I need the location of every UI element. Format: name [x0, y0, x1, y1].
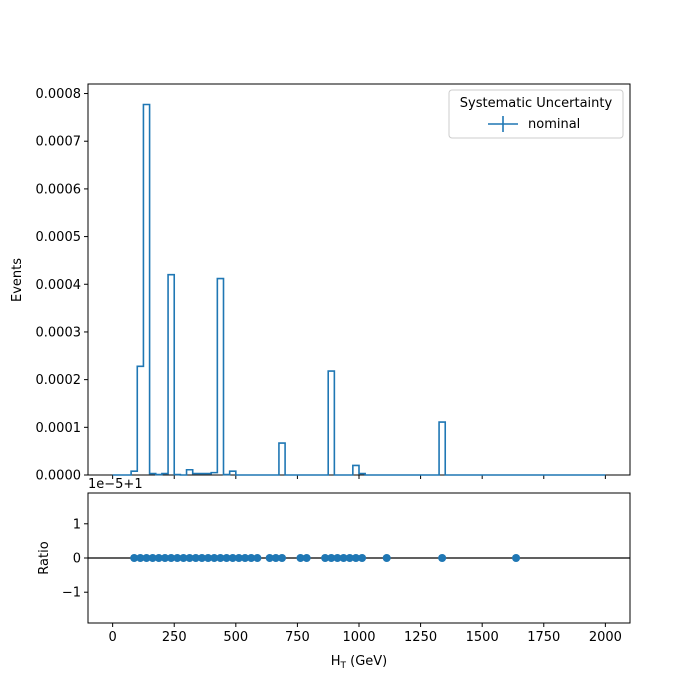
ratio-point	[333, 554, 342, 562]
histogram-step-line	[112, 103, 606, 476]
ratio-point	[136, 554, 145, 562]
ratio-point	[204, 554, 213, 562]
x-tick-label: 500	[223, 630, 248, 645]
histogram-bin	[279, 443, 285, 475]
main-y-tick-label: 0.0002	[36, 373, 82, 388]
ratio-offset-text: 1e−5+1	[88, 477, 143, 492]
ratio-point	[351, 554, 360, 562]
ratio-point	[191, 554, 200, 562]
ratio-point	[327, 554, 336, 562]
histogram-bin	[439, 422, 445, 475]
ratio-points	[130, 554, 521, 562]
x-tick-label: 1750	[527, 630, 560, 645]
ratio-point	[278, 554, 287, 562]
x-tick-label: 2000	[589, 630, 622, 645]
ratio-point	[512, 554, 521, 562]
main-y-tick-label: 0.0007	[36, 135, 82, 150]
ratio-point	[167, 554, 176, 562]
ratio-point	[154, 554, 163, 562]
ratio-y-tick-label: −1	[62, 586, 81, 601]
histogram-bin	[217, 279, 223, 475]
ratio-point	[339, 554, 348, 562]
ratio-point	[345, 554, 354, 562]
ratio-point	[265, 554, 274, 562]
ratio-point	[234, 554, 243, 562]
x-tick-label: 1500	[466, 630, 499, 645]
legend: Systematic Uncertainty nominal	[448, 89, 624, 139]
histogram-bin	[353, 465, 359, 475]
main-y-tick-label: 0.0008	[36, 87, 82, 102]
ratio-point	[173, 554, 182, 562]
x-tick-label: 1000	[342, 630, 375, 645]
main-y-tick-label: 0.0001	[36, 421, 82, 436]
x-tick-label: 0	[108, 630, 116, 645]
legend-title: Systematic Uncertainty	[460, 96, 613, 111]
ratio-y-tick-label: 0	[73, 552, 81, 567]
ratio-point	[197, 554, 206, 562]
ratio-point	[438, 554, 447, 562]
histogram-bin	[143, 105, 149, 475]
ratio-point	[185, 554, 194, 562]
x-tick-label: 750	[285, 630, 310, 645]
main-y-axis: 0.0000 0.0001 0.0002 0.0003 0.0004 0.0005 0.00…	[36, 87, 88, 484]
main-y-tick-label: 0.0003	[36, 325, 82, 340]
main-panel: 0.0000 0.0001 0.0002 0.0003 0.0004 0.0005 0.00…	[10, 83, 631, 484]
ratio-point	[302, 554, 311, 562]
main-y-tick-label: 0.0000	[36, 469, 82, 484]
ratio-point	[222, 554, 231, 562]
ratio-point	[241, 554, 250, 562]
ratio-point	[228, 554, 237, 562]
histogram-bins	[131, 105, 445, 475]
ratio-y-axis: −1 0 1	[62, 517, 88, 601]
legend-entry-nominal: nominal	[528, 117, 580, 132]
ratio-point	[179, 554, 188, 562]
main-y-tick-label: 0.0004	[36, 278, 82, 293]
main-y-tick-label: 0.0006	[36, 182, 82, 197]
ratio-point	[130, 554, 139, 562]
ratio-x-axis: 0 250 500 750 1000 1250 1500 1750 2000	[108, 623, 622, 645]
ratio-point	[160, 554, 169, 562]
ratio-panel: −1 0 1 0 250 500 750 1000 1250 1500 1750 2000 1e−5…	[37, 477, 631, 671]
histogram-bin	[137, 366, 143, 475]
ratio-point	[216, 554, 225, 562]
main-y-axis-label: Events	[10, 258, 25, 302]
ratio-point	[271, 554, 280, 562]
x-tick-label: 250	[162, 630, 187, 645]
ratio-y-axis-label: Ratio	[37, 541, 52, 574]
ratio-y-tick-label: 1	[73, 517, 81, 532]
ratio-point	[382, 554, 391, 562]
histogram-bin	[168, 275, 174, 475]
main-y-tick-label: 0.0005	[36, 230, 82, 245]
ratio-point	[148, 554, 157, 562]
ratio-point	[210, 554, 219, 562]
main-plot-frame	[87, 83, 631, 476]
x-axis-label: HT (GeV)	[331, 654, 388, 671]
ratio-point	[321, 554, 330, 562]
ratio-point	[142, 554, 151, 562]
ratio-point	[296, 554, 305, 562]
legend-box	[448, 89, 624, 139]
x-tick-label: 1250	[404, 630, 437, 645]
legend-marker-nominal	[488, 116, 518, 132]
ratio-point	[253, 554, 262, 562]
histogram-bin	[328, 371, 334, 475]
ratio-point	[247, 554, 256, 562]
ratio-point	[358, 554, 367, 562]
